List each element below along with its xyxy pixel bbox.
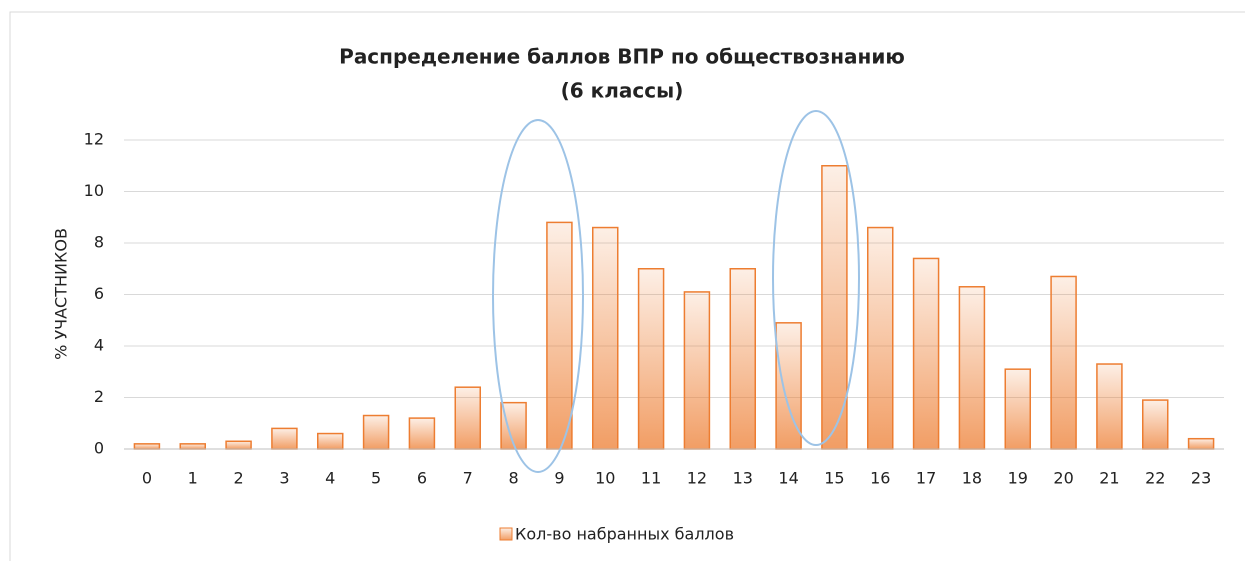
x-tick-label: 21: [1099, 469, 1119, 488]
bar: [454, 386, 481, 450]
x-tick-label: 19: [1008, 469, 1028, 488]
x-tick-label: 5: [371, 469, 381, 488]
bar: [1004, 368, 1031, 450]
chart-title: Распределение баллов ВПР по обществознан…: [339, 45, 905, 69]
y-axis-label: % УЧАСТНИКОВ: [52, 228, 71, 360]
x-tick-label: 14: [778, 469, 798, 488]
x-tick-label: 3: [279, 469, 289, 488]
bar: [1142, 399, 1169, 450]
highlight-ellipse: [772, 110, 860, 446]
bar: [729, 268, 756, 450]
x-tick-label: 15: [824, 469, 844, 488]
chart-subtitle: (6 классы): [561, 79, 684, 103]
legend-swatch: [499, 527, 513, 541]
x-tick-label: 7: [463, 469, 473, 488]
bar: [683, 291, 711, 450]
bar: [317, 432, 344, 450]
y-tick-label: 12: [84, 130, 104, 149]
x-tick-label: 12: [687, 469, 707, 488]
x-tick-label: 2: [233, 469, 243, 488]
legend-label: Кол-во набранных баллов: [515, 525, 734, 544]
y-tick-label: 4: [94, 336, 104, 355]
x-tick-label: 8: [508, 469, 518, 488]
bar: [546, 221, 573, 450]
y-tick-label: 8: [94, 233, 104, 252]
x-tick-label: 0: [142, 469, 152, 488]
x-tick-label: 1: [188, 469, 198, 488]
y-tick-label: 0: [94, 439, 104, 458]
y-tick-label: 10: [84, 181, 104, 200]
bar: [271, 427, 298, 450]
bar: [1187, 437, 1215, 450]
x-tick-label: 13: [733, 469, 753, 488]
bar: [592, 226, 619, 450]
x-tick-label: 11: [641, 469, 661, 488]
bar: [958, 286, 986, 450]
x-tick-label: 9: [554, 469, 564, 488]
x-tick-label: 6: [417, 469, 427, 488]
bar: [179, 443, 206, 450]
bar: [1096, 363, 1123, 450]
bar: [362, 414, 390, 450]
bar: [867, 226, 894, 450]
x-tick-label: 23: [1191, 469, 1211, 488]
x-tick-label: 4: [325, 469, 335, 488]
y-tick-label: 6: [94, 284, 104, 303]
bar: [1050, 275, 1077, 450]
bar: [912, 257, 940, 450]
x-tick-label: 16: [870, 469, 890, 488]
bar: [133, 443, 161, 450]
bar: [821, 165, 848, 450]
x-tick-label: 22: [1145, 469, 1165, 488]
bar: [225, 440, 252, 450]
bar: [637, 268, 665, 450]
x-tick-label: 20: [1053, 469, 1073, 488]
y-tick-label: 2: [94, 387, 104, 406]
highlight-ellipse: [492, 119, 584, 473]
x-tick-label: 17: [916, 469, 936, 488]
x-tick-label: 18: [962, 469, 982, 488]
x-tick-label: 10: [595, 469, 615, 488]
chart-frame: [9, 11, 1245, 561]
bar: [408, 417, 436, 450]
